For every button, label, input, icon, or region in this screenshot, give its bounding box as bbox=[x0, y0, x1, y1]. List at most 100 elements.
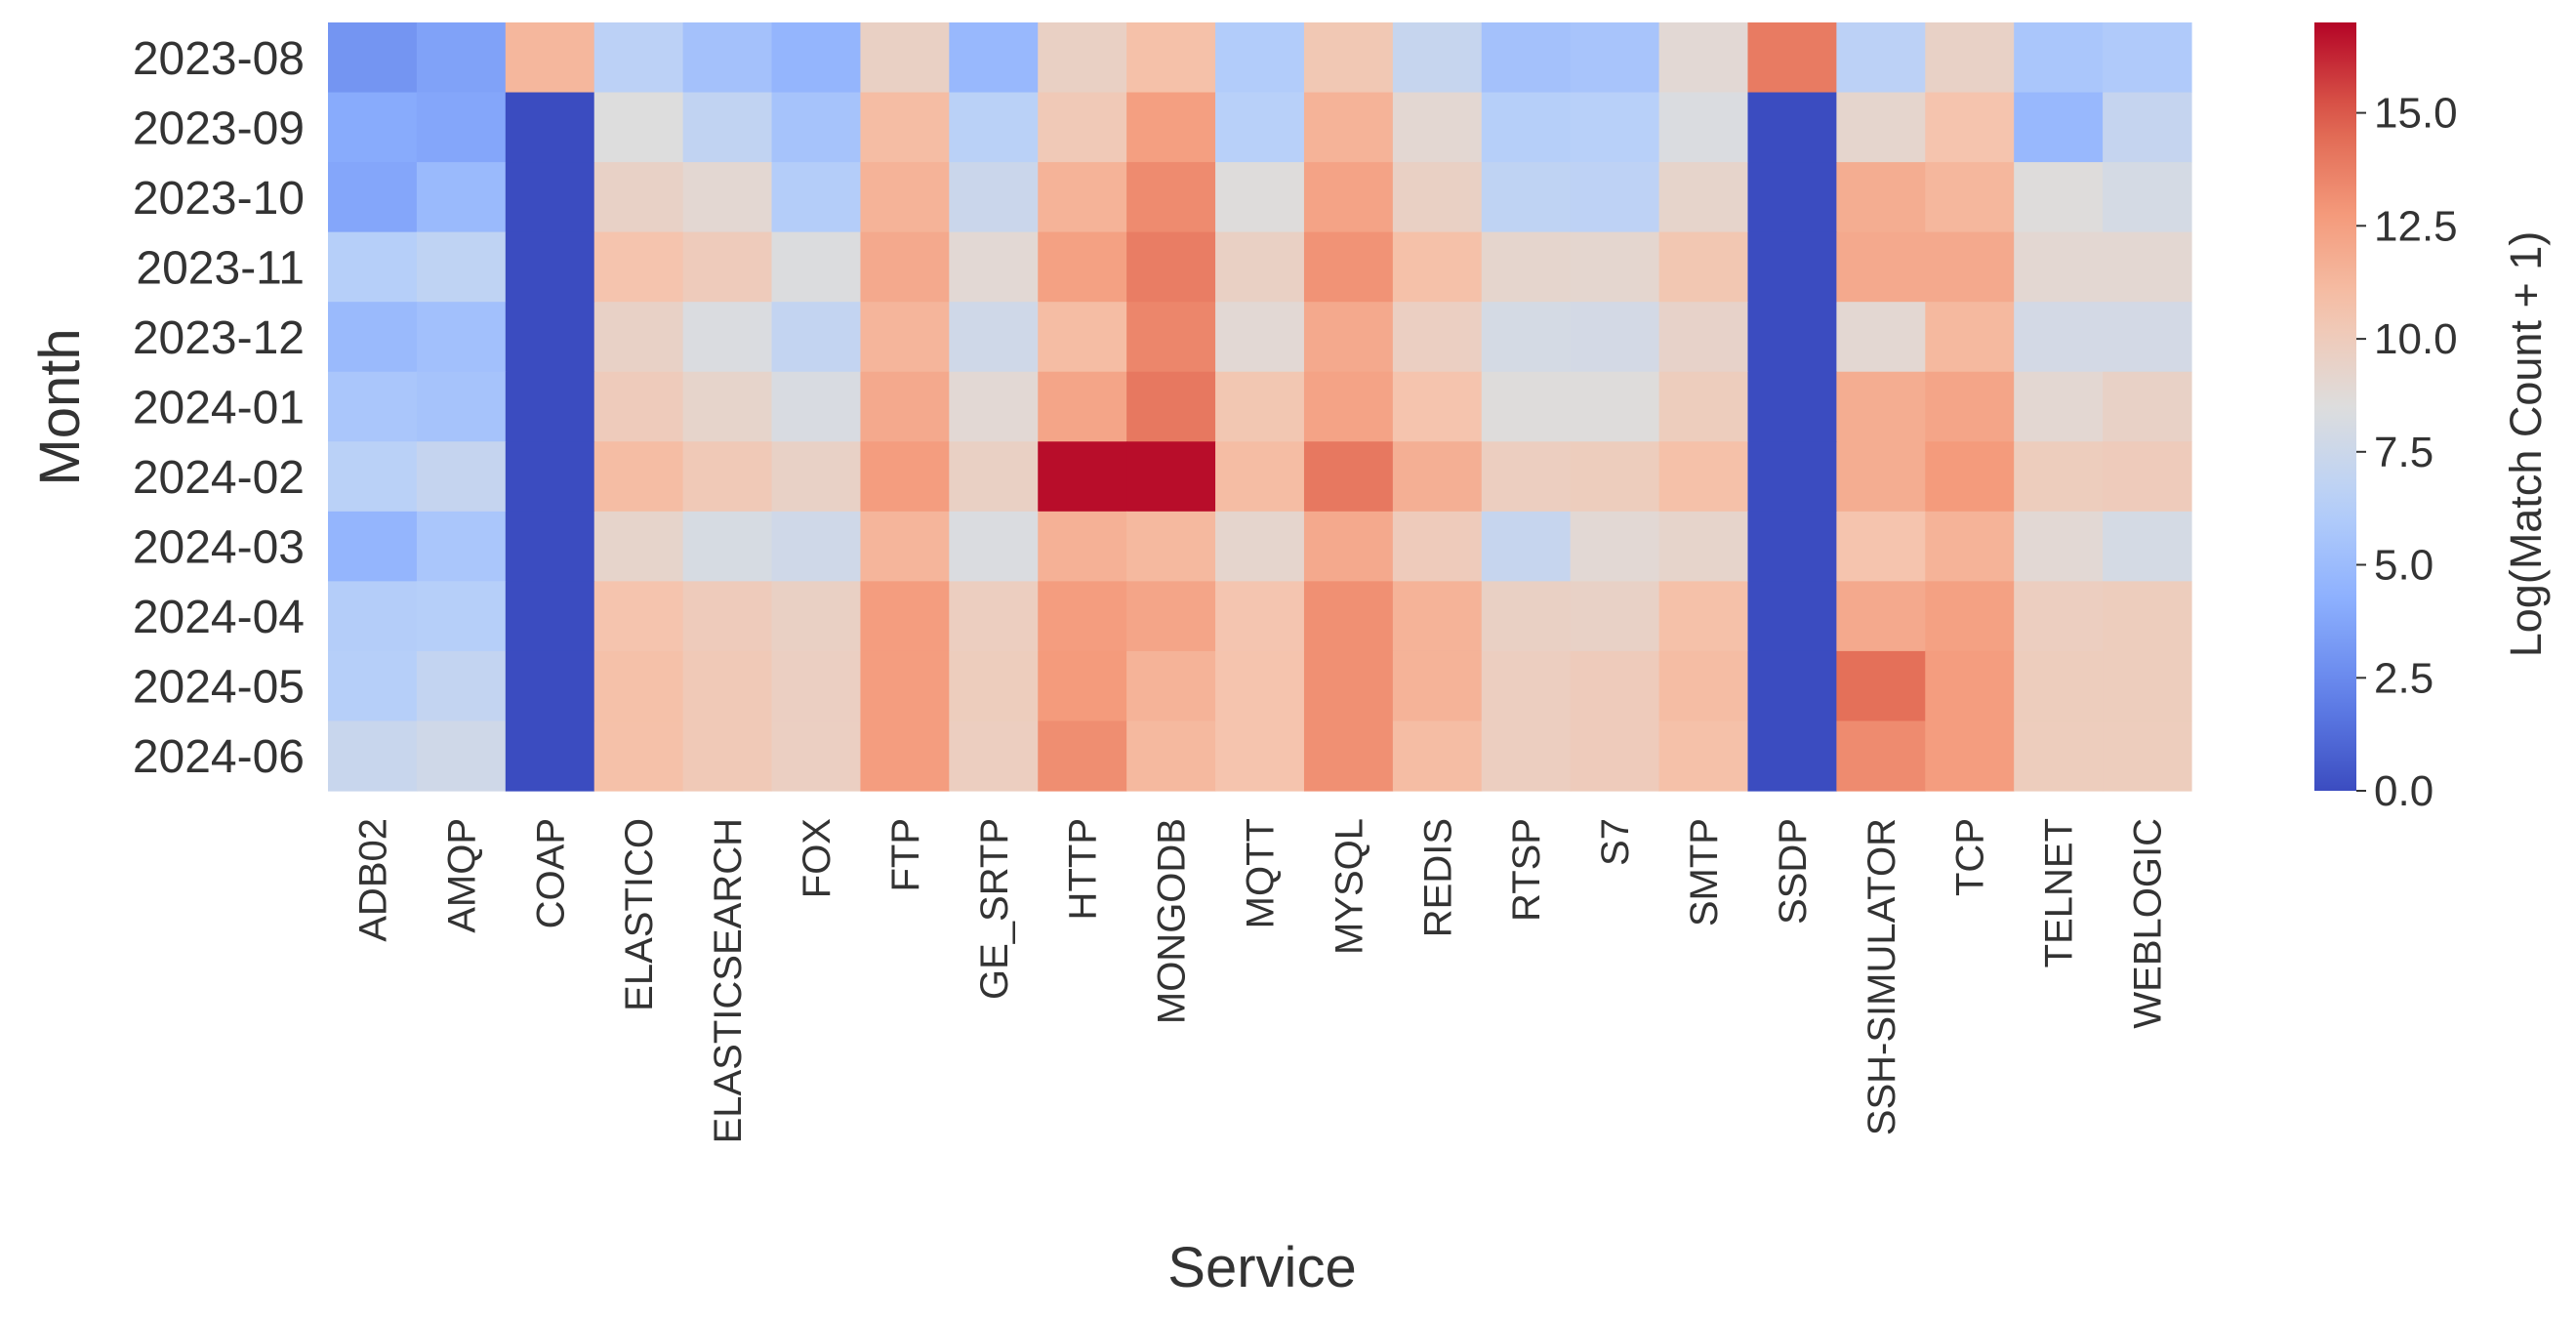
colorbar-label: Log(Match Count + 1) bbox=[2501, 231, 2551, 658]
heatmap-cell bbox=[1215, 231, 1305, 303]
heatmap-cell bbox=[1747, 650, 1837, 722]
heatmap-cell bbox=[593, 720, 684, 792]
heatmap-cell bbox=[860, 92, 950, 163]
x-tick-label: SSH-SIMULATOR bbox=[1860, 818, 1903, 1135]
x-tick-label: ADB02 bbox=[352, 818, 395, 942]
heatmap-cell bbox=[1392, 581, 1483, 652]
heatmap-cell bbox=[416, 511, 507, 582]
heatmap-cell bbox=[771, 650, 862, 722]
heatmap-cell bbox=[1747, 511, 1837, 582]
heatmap-cell bbox=[1570, 511, 1660, 582]
heatmap-cell bbox=[1392, 22, 1483, 94]
heatmap-cell bbox=[1747, 581, 1837, 652]
heatmap-cell bbox=[1747, 302, 1837, 373]
heatmap-cell bbox=[1570, 162, 1660, 233]
heatmap-cell bbox=[682, 371, 773, 442]
y-tick-label: 2024-03 bbox=[133, 522, 305, 574]
heatmap-cell bbox=[328, 22, 418, 94]
heatmap-cell bbox=[2014, 92, 2104, 163]
heatmap-cell bbox=[1836, 92, 1926, 163]
colorbar-tick-label: 7.5 bbox=[2374, 429, 2433, 476]
heatmap-cell bbox=[1481, 302, 1572, 373]
heatmap-cell bbox=[1925, 650, 2015, 722]
heatmap-cell bbox=[1126, 302, 1216, 373]
heatmap-cell bbox=[771, 162, 862, 233]
heatmap-cell bbox=[682, 302, 773, 373]
heatmap-cell bbox=[416, 650, 507, 722]
y-tick-label: 2023-12 bbox=[133, 312, 305, 364]
heatmap-cell bbox=[1303, 162, 1394, 233]
x-tick-label: FOX bbox=[796, 818, 838, 898]
heatmap-cell bbox=[593, 371, 684, 442]
heatmap-cell bbox=[1925, 371, 2015, 442]
heatmap-cell bbox=[593, 441, 684, 513]
heatmap-cell bbox=[1126, 650, 1216, 722]
heatmap-cell bbox=[416, 162, 507, 233]
colorbar-tick-label: 15.0 bbox=[2374, 90, 2458, 138]
heatmap-cell bbox=[1215, 581, 1305, 652]
y-tick-label: 2023-11 bbox=[136, 242, 305, 294]
heatmap-cell bbox=[682, 581, 773, 652]
heatmap-cell bbox=[1658, 231, 1749, 303]
heatmap-cell bbox=[416, 92, 507, 163]
heatmap-cell bbox=[1038, 720, 1127, 792]
heatmap-cell bbox=[949, 581, 1039, 652]
x-tick-label: S7 bbox=[1594, 818, 1637, 866]
heatmap-cell bbox=[1747, 231, 1837, 303]
heatmap-cell bbox=[1038, 302, 1127, 373]
heatmap-cell bbox=[505, 231, 595, 303]
heatmap-cell bbox=[593, 162, 684, 233]
heatmap-cell bbox=[505, 162, 595, 233]
heatmap-cell bbox=[1392, 92, 1483, 163]
heatmap-cell bbox=[771, 441, 862, 513]
heatmap-cell bbox=[1038, 511, 1127, 582]
heatmap-cell bbox=[1126, 371, 1216, 442]
heatmap-cell bbox=[1570, 581, 1660, 652]
heatmap-cell bbox=[2103, 720, 2192, 792]
heatmap-cell bbox=[2014, 22, 2104, 94]
heatmap-cell bbox=[949, 22, 1039, 94]
x-tick-label: ELASTICO bbox=[618, 818, 661, 1011]
colorbar-tick-label: 10.0 bbox=[2374, 315, 2458, 363]
heatmap-cell bbox=[1658, 650, 1749, 722]
colorbar-tick-label: 2.5 bbox=[2374, 654, 2433, 702]
y-axis-title: Month bbox=[28, 328, 92, 485]
heatmap-cell bbox=[1658, 441, 1749, 513]
y-tick-label: 2023-09 bbox=[133, 103, 305, 154]
heatmap-cell bbox=[416, 302, 507, 373]
heatmap-cell bbox=[1038, 92, 1127, 163]
heatmap-cell bbox=[1392, 371, 1483, 442]
heatmap-cell bbox=[328, 371, 418, 442]
heatmap-cell bbox=[1481, 92, 1572, 163]
heatmap-cell bbox=[1836, 302, 1926, 373]
heatmap-cell bbox=[2103, 511, 2192, 582]
heatmap-cell bbox=[593, 302, 684, 373]
heatmap-cell bbox=[1925, 511, 2015, 582]
heatmap-cell bbox=[1126, 581, 1216, 652]
heatmap-cell bbox=[949, 441, 1039, 513]
heatmap-cell bbox=[949, 302, 1039, 373]
heatmap-cell bbox=[1570, 650, 1660, 722]
heatmap-cell bbox=[771, 581, 862, 652]
heatmap-cell bbox=[771, 511, 862, 582]
heatmap-cell bbox=[949, 650, 1039, 722]
heatmap-cell bbox=[505, 371, 595, 442]
heatmap-cell bbox=[505, 22, 595, 94]
heatmap-cell bbox=[505, 650, 595, 722]
x-tick-label: GE_SRTP bbox=[973, 818, 1016, 1000]
colorbar-tick-label: 0.0 bbox=[2374, 767, 2433, 815]
heatmap-cell bbox=[1215, 22, 1305, 94]
heatmap-cell bbox=[1747, 371, 1837, 442]
heatmap-cell bbox=[1836, 231, 1926, 303]
heatmap-cell bbox=[2103, 231, 2192, 303]
heatmap-cell bbox=[2103, 441, 2192, 513]
heatmap-cell bbox=[1658, 720, 1749, 792]
heatmap-cell bbox=[1126, 162, 1216, 233]
heatmap-cell bbox=[1658, 371, 1749, 442]
x-tick-label: COAP bbox=[529, 818, 572, 928]
heatmap-cell bbox=[860, 231, 950, 303]
heatmap-cell bbox=[682, 22, 773, 94]
heatmap-cell bbox=[1570, 302, 1660, 373]
heatmap-cell bbox=[2014, 650, 2104, 722]
